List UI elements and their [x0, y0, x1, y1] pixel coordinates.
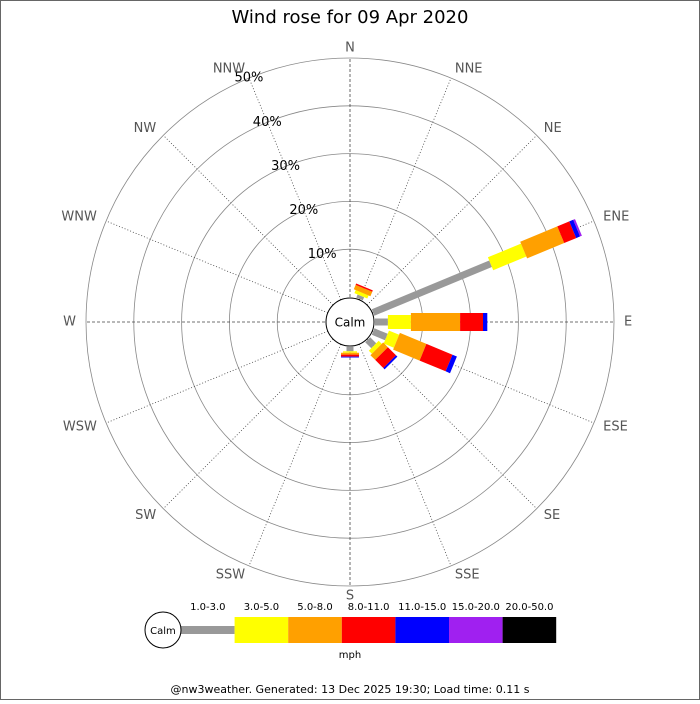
radial: [349, 321, 595, 424]
wind-bar: [445, 354, 457, 374]
wind-bar: [483, 313, 488, 331]
wind-bar: [375, 347, 396, 368]
wind-bar: [387, 315, 411, 329]
ring-label: 50%: [235, 71, 264, 86]
wind-bar: [341, 356, 359, 358]
legend-swatch: [449, 617, 503, 643]
wind-bar: [393, 332, 427, 361]
direction-label: ENE: [603, 210, 629, 225]
wind-bar: [410, 313, 461, 331]
wind-bar: [341, 354, 359, 357]
radial: [248, 77, 351, 323]
wind-bar: [368, 340, 382, 354]
legend: 1.0-3.0 3.0-5.0 5.0-8.0 8.0-11.0 11.0-15.0 15…: [144, 602, 557, 661]
legend-swatch: [234, 617, 289, 643]
radial: [349, 321, 537, 509]
legend-label: 5.0-8.0: [297, 602, 332, 613]
calm-circle: [325, 297, 375, 347]
calm-label: Calm: [335, 316, 366, 330]
wind-bar: [341, 352, 359, 355]
wind-bar: [371, 328, 388, 341]
direction-label: WSW: [63, 419, 97, 434]
direction-label: SSE: [455, 568, 480, 583]
radial: [105, 321, 351, 424]
direction-label: ESE: [603, 419, 628, 434]
bars: [323, 219, 582, 374]
legend-label: 11.0-15.0: [398, 602, 446, 613]
wind-bar: [354, 290, 369, 299]
wind-bar: [487, 243, 527, 271]
ring: [85, 57, 615, 587]
wind-bar: [460, 313, 483, 331]
wind-bar: [557, 221, 577, 243]
legend-swatch: [181, 626, 235, 634]
radial: [349, 321, 452, 567]
radial: [163, 135, 351, 323]
legend-label: 15.0-20.0: [452, 602, 500, 613]
direction-label: S: [346, 589, 354, 604]
direction-label: NW: [134, 121, 157, 136]
direction-label: SSW: [216, 568, 246, 583]
wind-bar: [353, 284, 373, 297]
wind-bar: [573, 219, 582, 237]
legend-label: 8.0-11.0: [348, 602, 390, 613]
legend-calm-label: Calm: [150, 626, 176, 637]
legend-swatch: [288, 617, 342, 643]
wind-bar: [419, 343, 453, 372]
wind-bar: [383, 330, 400, 348]
direction-label: WNW: [61, 210, 97, 225]
direction-label: NE: [544, 121, 562, 136]
wind-bar: [356, 294, 365, 301]
wind-bar: [365, 337, 377, 349]
radial: [349, 135, 537, 323]
direction-label: W: [63, 315, 76, 330]
radial: [105, 220, 351, 323]
wind-bar: [346, 347, 354, 352]
radial: [248, 321, 351, 567]
legend-swatch: [502, 617, 557, 643]
legend-title: mph: [339, 650, 361, 661]
direction-label: N: [345, 41, 355, 56]
direction-label: SE: [544, 508, 560, 523]
ring: [181, 153, 519, 491]
direction-label: E: [624, 315, 632, 330]
legend-label: 20.0-50.0: [505, 602, 553, 613]
wind-bar: [520, 226, 565, 259]
direction-label: SW: [135, 508, 156, 523]
chart-title: Wind rose for 09 Apr 2020: [232, 7, 469, 28]
footer: @nw3weather. Generated: 13 Dec 2025 19:3…: [171, 683, 530, 696]
wind-bar: [370, 342, 388, 360]
legend-swatch: [341, 617, 396, 643]
wind-bar: [383, 355, 398, 370]
wind-bar: [355, 283, 373, 292]
direction-label: NNW: [213, 61, 245, 76]
wind-bar: [343, 351, 357, 353]
legend-swatch: [395, 617, 449, 643]
wind-bar: [375, 318, 388, 326]
radial: [163, 321, 351, 509]
legend-calm-circle: [144, 611, 182, 649]
wind-bar: [569, 219, 581, 239]
wind-bar: [371, 260, 492, 316]
grid: 10%20%30%40%50%NNNENEENEEESESESSESSSWSWW…: [61, 41, 632, 604]
direction-label: NNE: [455, 61, 483, 76]
legend-label: 1.0-3.0: [190, 602, 225, 613]
legend-label: 3.0-5.0: [244, 602, 279, 613]
radial: [349, 77, 452, 323]
